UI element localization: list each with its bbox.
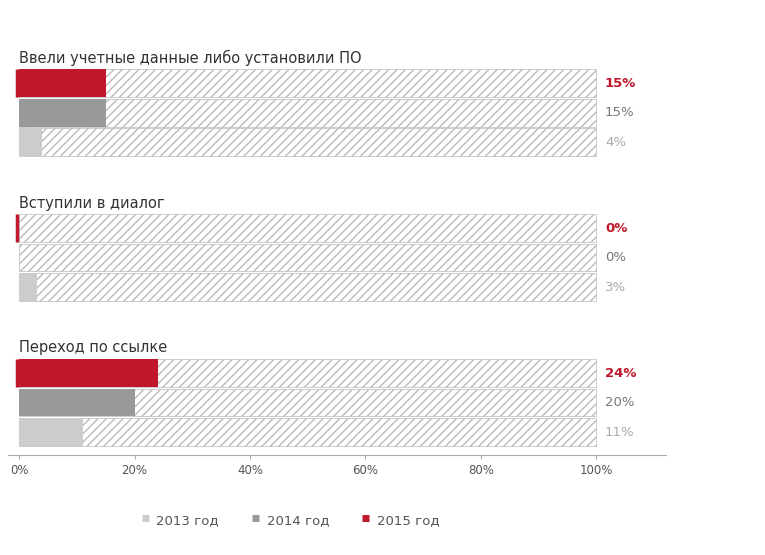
Bar (19, 273, 596, 301)
Text: 20%: 20% (605, 396, 634, 409)
Bar (19, 99, 596, 127)
Bar (19, 128, 42, 156)
Text: Переход по ссылке: Переход по ссылке (19, 340, 168, 355)
Bar (19, 244, 596, 271)
Text: 24%: 24% (605, 367, 636, 380)
Bar (19, 128, 596, 156)
Text: 4%: 4% (605, 136, 626, 149)
Bar (19, 69, 596, 97)
Text: Ввели учетные данные либо установили ПО: Ввели учетные данные либо установили ПО (19, 49, 362, 65)
Text: 15%: 15% (605, 77, 636, 90)
Bar (19, 418, 596, 446)
Text: 11%: 11% (605, 426, 635, 438)
Bar (19, 359, 158, 387)
Bar (19, 388, 596, 416)
Text: 0%: 0% (605, 251, 626, 264)
Text: Вступили в диалог: Вступили в диалог (19, 195, 164, 210)
Bar (19, 273, 37, 301)
Bar (19, 418, 83, 446)
Text: 15%: 15% (605, 106, 635, 119)
Bar (19, 69, 106, 97)
Bar (19, 214, 596, 242)
Text: 0%: 0% (605, 221, 627, 235)
Bar (19, 359, 596, 387)
Text: 3%: 3% (605, 281, 626, 294)
Legend: 2013 год, 2014 год, 2015 год: 2013 год, 2014 год, 2015 год (137, 506, 444, 533)
Bar (19, 388, 135, 416)
Bar (19, 99, 106, 127)
